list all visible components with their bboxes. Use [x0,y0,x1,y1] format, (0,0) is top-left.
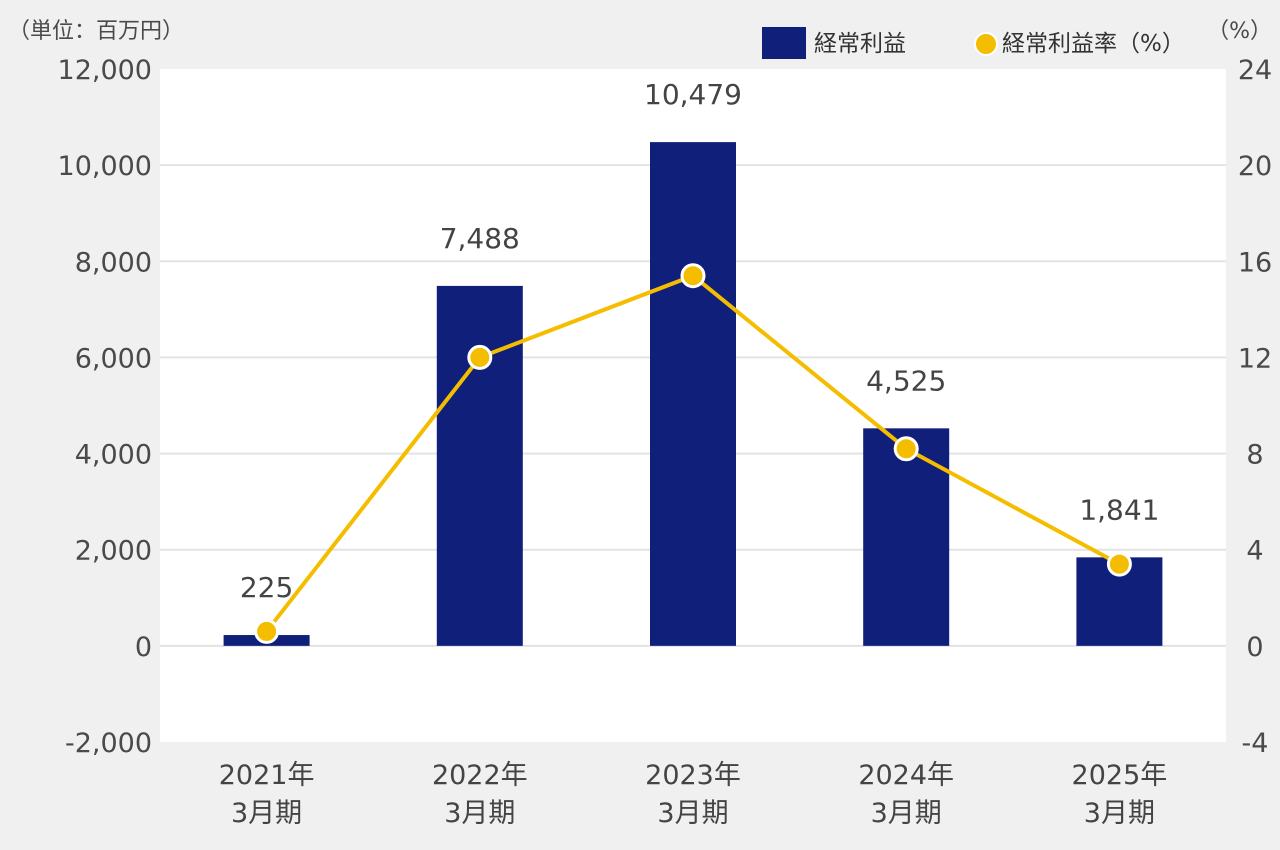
bar-data-label: 7,488 [440,222,520,255]
rate-point [254,618,280,644]
left-tick-label: 12,000 [58,55,152,86]
bar-data-label: 10,479 [644,78,742,111]
category-label: 2025年 [1072,760,1168,791]
left-tick-label: 8,000 [75,247,152,278]
right-tick-label: 12 [1238,343,1272,374]
bar-data-label: 1,841 [1079,493,1159,526]
left-tick-label: 2,000 [75,536,152,567]
category-label: 2021年 [219,760,315,791]
right-tick-label: 4 [1246,536,1263,567]
right-tick-label: -4 [1242,728,1269,759]
category-label: 2022年 [432,760,528,791]
bar [436,285,523,646]
bar-data-label: 225 [240,571,293,604]
rate-point [680,263,706,289]
category-label: 3月期 [231,798,302,829]
right-tick-label: 24 [1238,55,1272,86]
legend-bar-swatch [762,27,806,59]
left-tick-label: 10,000 [58,151,152,182]
rate-point [893,436,919,462]
legend-line-swatch [974,32,998,56]
rate-point [467,344,493,370]
right-tick-label: 16 [1238,247,1272,278]
category-label: 2023年 [645,760,741,791]
category-label: 3月期 [871,798,942,829]
category-label: 3月期 [1084,798,1155,829]
right-tick-label: 20 [1238,151,1272,182]
bar [650,142,736,646]
left-tick-label: -2,000 [65,728,152,759]
right-tick-label: 0 [1246,632,1263,663]
left-tick-label: 0 [135,632,152,663]
bar-data-label: 4,525 [866,364,946,397]
category-label: 3月期 [657,798,728,829]
left-axis-unit: （単位：百万円） [8,19,184,44]
rate-point [1106,551,1132,577]
category-label: 2024年 [858,760,954,791]
legend-bar-label: 経常利益 [814,31,906,57]
left-tick-label: 4,000 [75,440,152,471]
right-axis-unit: （%） [1207,19,1272,44]
left-tick-label: 6,000 [75,343,152,374]
category-label: 3月期 [444,798,515,829]
legend-line-label: 経常利益率（%） [1002,31,1185,57]
right-tick-label: 8 [1246,440,1263,471]
